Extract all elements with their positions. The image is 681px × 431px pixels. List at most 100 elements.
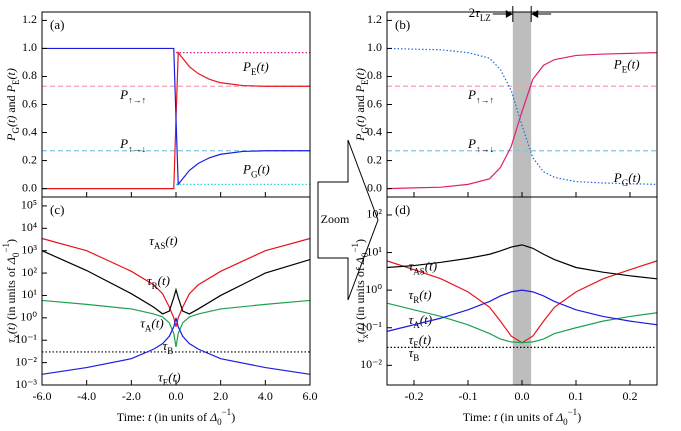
series-label: τAS(t)	[149, 233, 177, 251]
series-label-part: (t)	[419, 287, 431, 302]
x-axis-label-part: (in units of	[151, 410, 210, 424]
x-tick-label: 0.2	[623, 389, 638, 403]
series-label-part: P	[613, 56, 622, 71]
x-axis-label-part: Δ	[555, 410, 563, 424]
y-tick-label: 10⁻¹	[15, 332, 37, 346]
series-label-part: A	[413, 320, 420, 330]
y-axis-label-part: x	[360, 334, 370, 339]
series-label-part: τ	[147, 273, 153, 288]
y-tick-label: 10⁴	[21, 220, 37, 234]
series-label-part: (t)	[419, 332, 431, 347]
series-label: PG(t)	[242, 161, 270, 179]
y-tick-label: 10⁰	[365, 282, 382, 296]
series-label-part: P	[613, 170, 622, 185]
series-label-part: τ	[409, 332, 415, 347]
lz-band	[512, 197, 532, 385]
series-label-part: ↑→↓	[128, 144, 146, 154]
series-label: τE(t)	[158, 369, 180, 387]
y-tick-label: 10²	[366, 207, 382, 221]
series-label: τAS(t)	[409, 258, 437, 276]
y-tick-label: 0.2	[22, 152, 37, 166]
zoom-label: Zoom	[321, 212, 350, 226]
series-label-part: B	[167, 346, 173, 356]
series-label: τR(t)	[147, 273, 170, 291]
x-axis-label-part: t	[494, 410, 498, 424]
y-tick-label: 10⁻³	[15, 377, 37, 391]
series-label-part: (t)	[628, 170, 640, 185]
series-label-part: R	[413, 295, 419, 305]
x-axis-label-part: t	[148, 410, 152, 424]
band-arrow-head	[505, 10, 513, 18]
series-label-part: P	[242, 161, 251, 176]
series-label: P↑→↓	[119, 136, 146, 154]
y-axis-label-part: 0	[11, 252, 21, 257]
series-label-part: (t)	[168, 369, 180, 384]
y-tick-label: 1.0	[22, 40, 37, 54]
series-label-part: AS	[154, 241, 166, 251]
y-tick-label: 10²	[21, 265, 37, 279]
y-tick-label: 0.4	[367, 124, 382, 138]
series-label-part: τ	[163, 338, 169, 353]
series-label-part: (t)	[165, 233, 177, 248]
series-label-part: τ	[409, 345, 415, 360]
series-label-part: A	[145, 324, 152, 334]
series-label-part: E	[163, 377, 169, 387]
series-line	[386, 47, 658, 185]
y-tick-label: 0.4	[22, 124, 37, 138]
series-line	[386, 289, 658, 332]
panel-label: (d)	[395, 202, 410, 217]
y-axis-label-part: P	[4, 133, 18, 142]
series-label: P↑→↑	[467, 87, 494, 105]
series-line	[41, 317, 311, 375]
x-tick-label: -2.0	[122, 389, 141, 403]
y-axis-label-part: (t)	[4, 116, 18, 127]
panel-label: (a)	[50, 17, 64, 32]
series-line	[386, 244, 658, 280]
y-axis-label-part: τ	[4, 338, 18, 343]
x-tick-label: -4.0	[77, 389, 96, 403]
x-tick-label: -0.1	[459, 389, 478, 403]
series-label-part: E	[251, 67, 257, 77]
y-axis-label-part: Δ	[353, 257, 367, 265]
x-axis-label-part: (in units of	[497, 410, 556, 424]
x-axis-label: Time: t (in units of Δ0−1)	[117, 407, 235, 427]
y-axis-label: PG(t) and PE(t)	[353, 68, 370, 142]
y-axis-label-part: τ	[353, 338, 367, 343]
x-axis-label-part: −1	[222, 407, 232, 417]
y-axis-label-part: (t)	[353, 323, 367, 334]
y-tick-label: 10⁻¹	[360, 319, 382, 333]
series-label: PE(t)	[242, 59, 269, 77]
series-label: PE(t)	[613, 56, 640, 74]
y-axis-label: τx(t) (in units of Δ0−1)	[1, 239, 21, 343]
series-label-part: G	[622, 178, 629, 188]
series-label-part: τ	[158, 369, 164, 384]
panel-label: (c)	[50, 202, 64, 217]
series-label-part: (t)	[158, 273, 170, 288]
x-axis-label-part: −1	[568, 407, 578, 417]
y-tick-label: 0.8	[367, 68, 382, 82]
series-label: P↑→↓	[467, 136, 494, 154]
y-axis-label-part: )	[4, 239, 18, 243]
series-label-part: E	[622, 64, 628, 74]
x-tick-label: -6.0	[33, 389, 52, 403]
y-axis-label-part: E	[360, 79, 370, 85]
y-axis-label-part: E	[11, 79, 21, 85]
y-tick-label: 10⁻²	[360, 357, 382, 371]
y-axis-label-part: (in units of	[353, 264, 367, 323]
y-axis-label-part: )	[353, 239, 367, 243]
series-label: τA(t)	[140, 316, 163, 334]
series-label-part: G	[251, 169, 258, 179]
series-label: τR(t)	[409, 287, 432, 305]
x-tick-label: 4.0	[258, 389, 273, 403]
y-tick-label: 0.0	[367, 180, 382, 194]
series-label-part: E	[413, 340, 419, 350]
band-label-part: LZ	[480, 13, 491, 23]
series-label-part: (t)	[256, 59, 268, 74]
series-label-part: τ	[140, 316, 146, 331]
series-line	[41, 237, 311, 327]
series-label-part: (t)	[627, 56, 639, 71]
y-axis-label: PG(t) and PE(t)	[4, 68, 21, 142]
x-tick-label: 0.0	[515, 389, 530, 403]
series-label-part: B	[413, 353, 419, 363]
